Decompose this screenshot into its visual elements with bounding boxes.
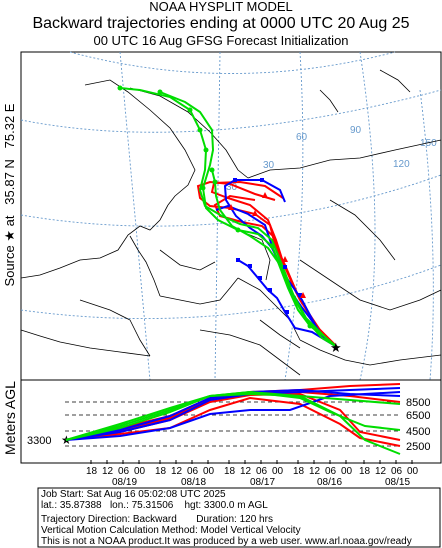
map-frame xyxy=(20,51,442,381)
time-tick-labels: 18 12 06 00 18 12 06 00 18 12 06 00 18 1… xyxy=(86,466,419,477)
height-tick: 4500 xyxy=(406,426,430,438)
date-tick-labels: 08/19 08/18 08/17 08/16 08/15 xyxy=(112,477,410,488)
info-job-start: Job Start: Sat Aug 16 05:02:08 UTC 2025 xyxy=(41,489,226,500)
trajectory-markers xyxy=(117,85,313,329)
height-tick: 6500 xyxy=(406,410,430,422)
chart-subtitle: 00 UTC 16 Aug GFSG Forecast Initializati… xyxy=(93,33,349,48)
time-tick: 18 xyxy=(86,466,98,477)
time-tick: 00 xyxy=(407,466,419,477)
time-tick: 06 xyxy=(187,466,199,477)
grid-label: 150 xyxy=(420,138,437,149)
time-tick: 12 xyxy=(102,466,114,477)
time-tick: 06 xyxy=(325,466,337,477)
date-tick: 08/18 xyxy=(181,477,206,488)
date-tick: 08/15 xyxy=(385,477,410,488)
info-vertical-method: Vertical Motion Calculation Method: Mode… xyxy=(41,525,301,536)
map-grid-labels: 150 120 90 60 30 30 xyxy=(226,125,437,193)
vertical-panel: 8500 6500 4500 2500 3300 ★ 18 12 06 00 1… xyxy=(20,379,442,488)
height-tick: 2500 xyxy=(406,441,430,453)
source-height: 3300 xyxy=(27,435,51,447)
info-direction: Trajectory Direction: Backward Duration:… xyxy=(41,514,273,525)
time-tick: 12 xyxy=(309,466,321,477)
time-tick: 18 xyxy=(293,466,305,477)
date-tick: 08/16 xyxy=(317,477,342,488)
trajectory-paths xyxy=(119,87,338,348)
chart-title: Backward trajectories ending at 0000 UTC… xyxy=(32,15,410,32)
time-tick-marks xyxy=(90,460,413,464)
grid-label: 60 xyxy=(296,132,308,143)
time-tick: 06 xyxy=(118,466,130,477)
time-tick: 06 xyxy=(256,466,268,477)
time-tick: 12 xyxy=(375,466,387,477)
source-star-map: ★ xyxy=(330,340,342,355)
grid-label: 120 xyxy=(393,159,410,170)
time-tick: 18 xyxy=(224,466,236,477)
time-tick: 06 xyxy=(391,466,403,477)
time-tick: 00 xyxy=(272,466,284,477)
time-tick: 00 xyxy=(134,466,146,477)
date-tick: 08/17 xyxy=(250,477,275,488)
map-graticule xyxy=(20,51,442,381)
vertical-profiles xyxy=(65,383,401,455)
info-box xyxy=(37,487,441,548)
date-tick: 08/19 xyxy=(112,477,137,488)
time-tick: 00 xyxy=(341,466,353,477)
time-tick: 18 xyxy=(359,466,371,477)
height-ticks: 8500 6500 4500 2500 xyxy=(406,397,430,453)
time-tick: 12 xyxy=(240,466,252,477)
time-tick: 18 xyxy=(155,466,167,477)
map-panel: 150 120 90 60 30 30 xyxy=(20,51,442,381)
time-tick: 00 xyxy=(203,466,215,477)
info-location: lat.: 35.87388 lon.: 75.31506 hgt: 3300.… xyxy=(41,500,268,511)
grid-label: 30 xyxy=(263,160,275,171)
info-disclaimer: This is not a NOAA product.It was produc… xyxy=(41,536,412,547)
grid-label: 30 xyxy=(226,182,238,193)
time-tick: 12 xyxy=(171,466,183,477)
model-title: NOAA HYSPLIT MODEL xyxy=(149,0,293,14)
grid-label: 90 xyxy=(350,125,362,136)
height-tick: 8500 xyxy=(406,397,430,409)
